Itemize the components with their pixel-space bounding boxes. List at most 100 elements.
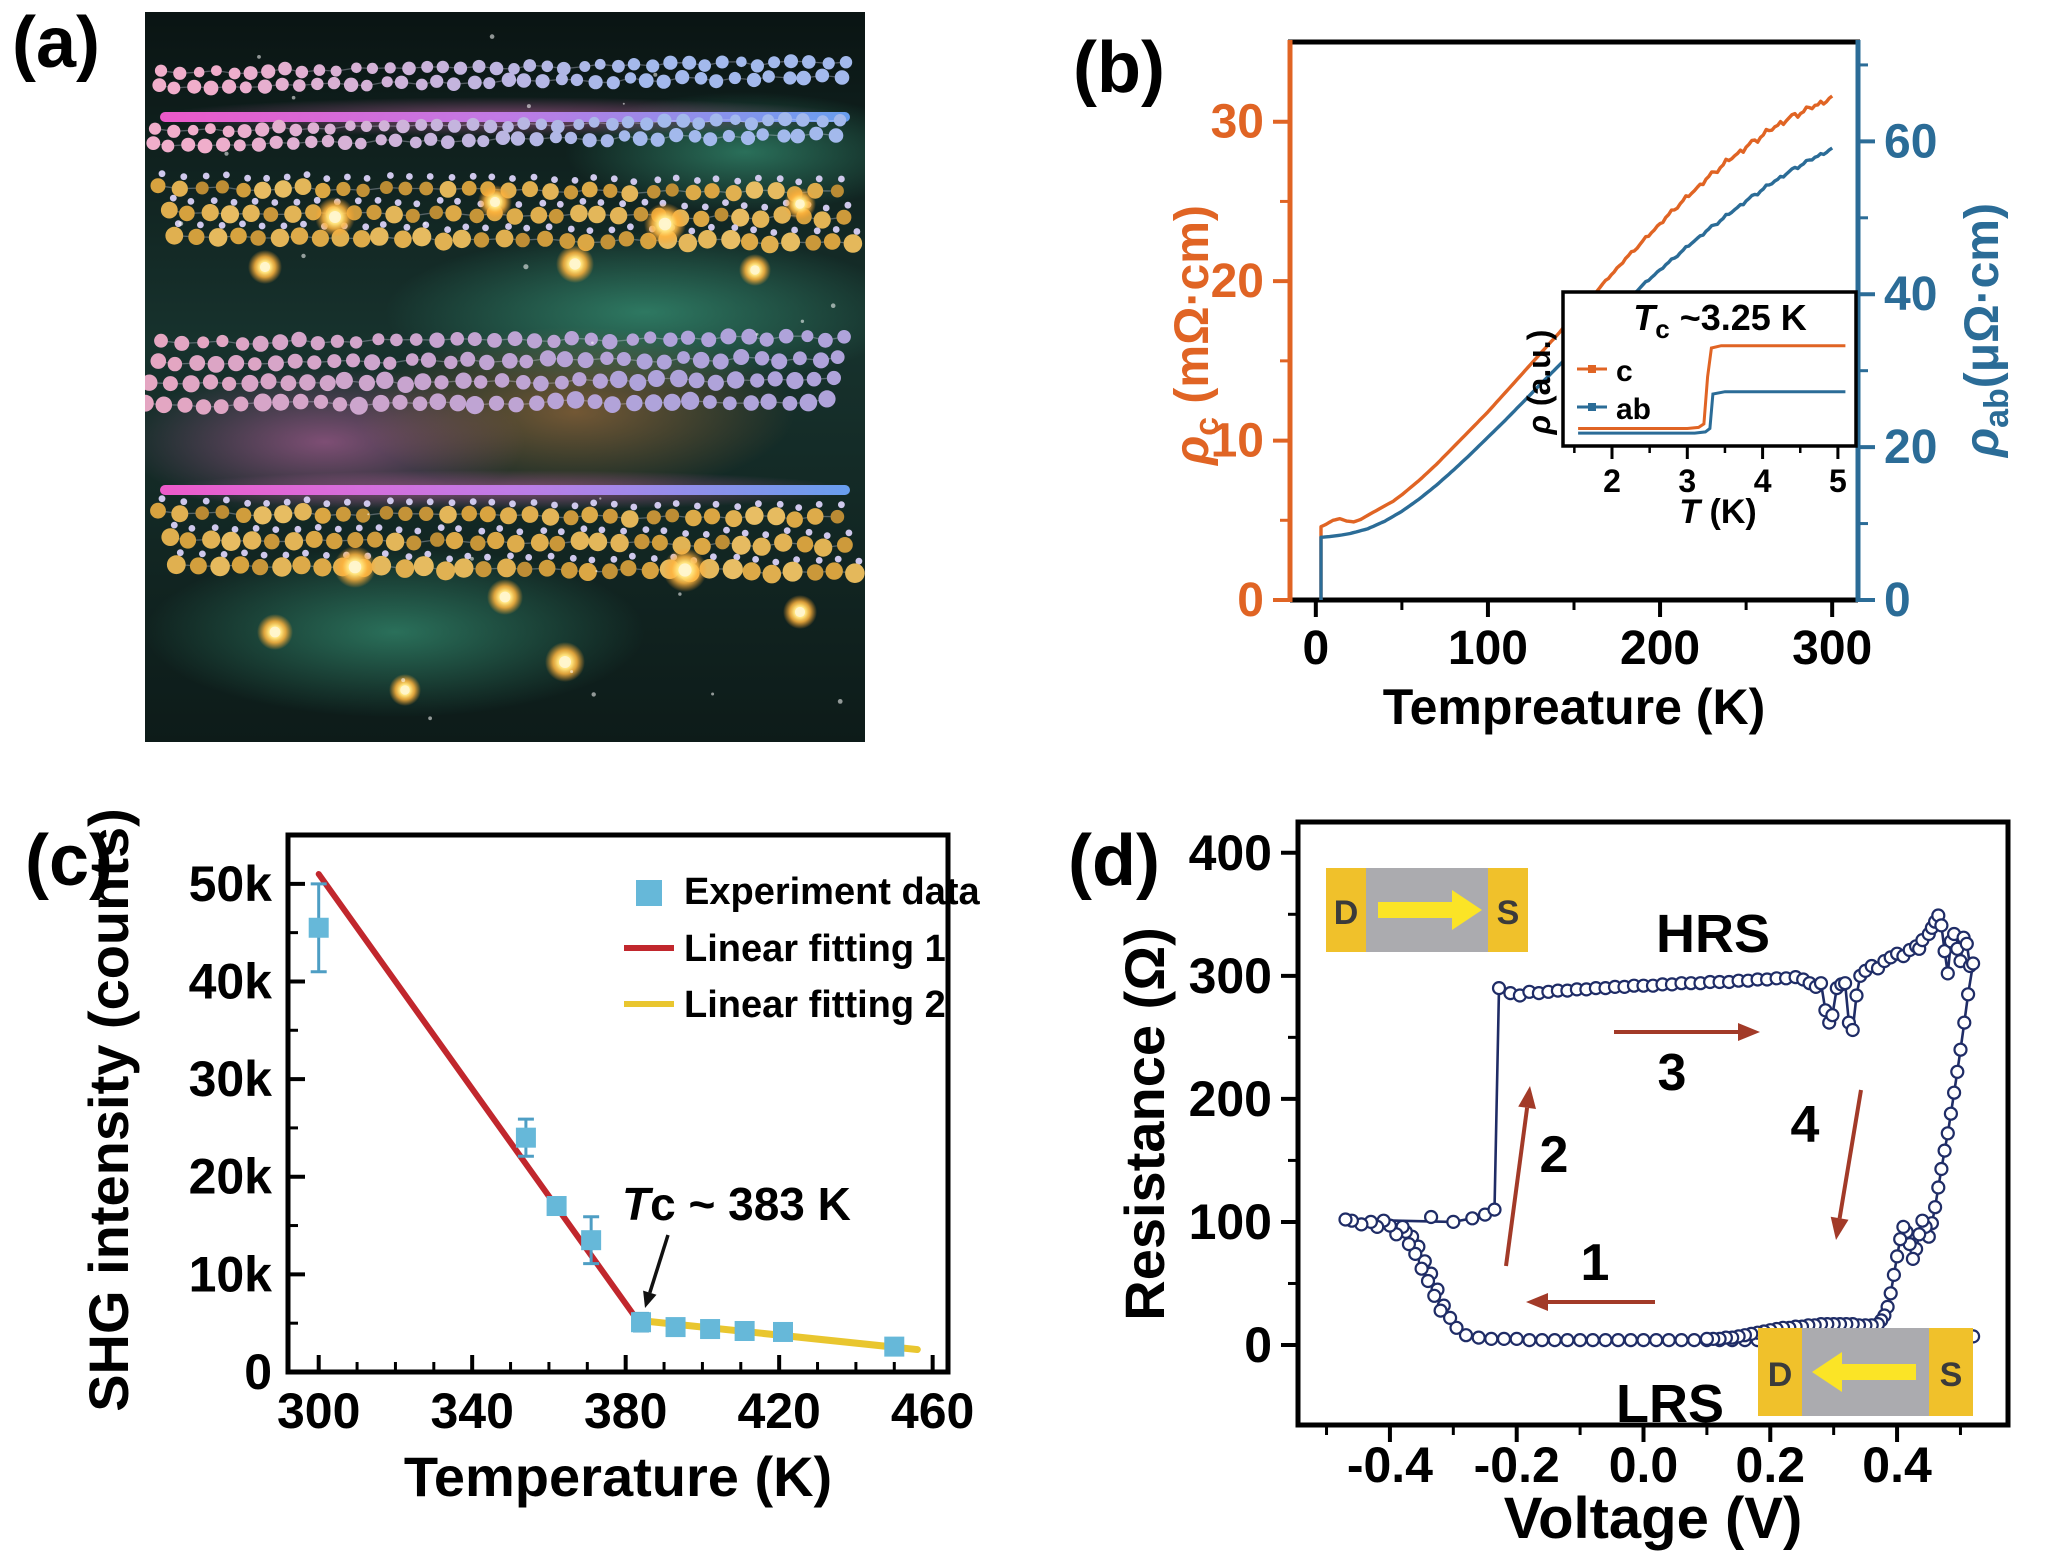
c-legend-fit2: Linear fitting 2 <box>684 984 946 1026</box>
data-point-square <box>546 1196 567 1217</box>
resistivity-temperature-chart: (b) 0 100 200 300 0 10 20 30 0 20 40 60 Tempreatu… <box>1073 28 2016 735</box>
b-right-axis-title: ρab(μΩ·cm) <box>1956 203 2016 459</box>
linear-fit-1 <box>315 871 645 1329</box>
tick-label: 2 <box>1603 463 1621 499</box>
tick-label: 0 <box>1237 574 1264 627</box>
b-inset-title: Tc ~3.25 K <box>1633 297 1807 344</box>
b-right-axis-ticks: 0 20 40 60 <box>1858 63 1937 627</box>
c-legend-fit1: Linear fitting 1 <box>684 928 946 970</box>
current-arrow-left-icon <box>1812 1352 1916 1392</box>
b-inset-legend-c: c <box>1616 355 1633 388</box>
tick-label: 380 <box>584 1383 667 1439</box>
d-step-2: 2 <box>1540 1126 1569 1184</box>
light-beam <box>160 485 850 495</box>
tick-label: 40 <box>1884 268 1937 321</box>
arrowhead-icon <box>643 1290 657 1308</box>
d-drain-label: D <box>1334 894 1359 932</box>
data-point-square <box>884 1336 905 1357</box>
c-y-axis-title: SHG intensity (counts) <box>77 808 140 1412</box>
data-point-square <box>734 1320 755 1341</box>
panel-b-label: (b) <box>1073 28 1165 108</box>
tick-label: -0.2 <box>1474 1437 1560 1493</box>
tick-label: 60 <box>1884 115 1937 168</box>
b-x-axis-title: Tempreature (K) <box>1383 679 1765 735</box>
d-step-3: 3 <box>1658 1044 1687 1102</box>
shg-intensity-chart: (c) 300 340 380 420 460 0 10k 20k 30k 40k 50k Expe… <box>25 808 981 1508</box>
data-point-square <box>700 1319 721 1340</box>
b-inset-legend-ab: ab <box>1616 393 1651 426</box>
crystal-structure-illustration <box>145 12 865 742</box>
tick-label: 300 <box>1792 622 1872 675</box>
b-inset-legend: c ab <box>1577 355 1651 426</box>
tick-label: 100 <box>1448 622 1528 675</box>
b-left-axis-ticks: 0 10 20 30 <box>1211 96 1290 627</box>
c-axis-ticks: 300 340 380 420 460 0 10k 20k 30k 40k 50k <box>189 856 975 1439</box>
inset-series-ab <box>1578 390 1846 435</box>
d-source-label: S <box>1497 894 1520 932</box>
tick-label: 30 <box>1211 96 1264 149</box>
b-inset-x-title: T (K) <box>1679 493 1756 531</box>
b-inset-curves <box>1578 344 1846 435</box>
c-x-axis-title: Temperature (K) <box>404 1445 832 1508</box>
c-plot-frame <box>285 832 951 1375</box>
data-point-square <box>515 1127 536 1148</box>
d-sweep-arrows <box>1504 1023 1863 1311</box>
b-left-axis-title: ρc (mΩ·cm) <box>1166 205 1226 467</box>
c-tc-annotation: Tc ~ 383 K <box>622 1178 851 1230</box>
d-step-4: 4 <box>1791 1096 1820 1154</box>
c-legend: Experiment data Linear fitting 1 Linear … <box>624 871 981 1026</box>
tick-label: 400 <box>1189 825 1272 881</box>
d-device-schematic-forward: D S <box>1326 868 1528 952</box>
data-point-square <box>581 1230 602 1251</box>
arrowhead-icon <box>1830 1216 1849 1240</box>
d-hysteresis-loop <box>1338 908 1981 1348</box>
b-x-axis-ticks: 0 100 200 300 <box>1302 600 1872 675</box>
d-source-label: S <box>1940 1356 1963 1394</box>
tick-label: 10 <box>1211 415 1264 468</box>
data-point-square <box>631 1312 652 1333</box>
tick-label: 0.2 <box>1736 1437 1806 1493</box>
tick-label: 40k <box>189 953 273 1009</box>
tick-label: 10k <box>189 1246 273 1302</box>
panel-d-label: (d) <box>1068 821 1160 901</box>
d-axis-ticks: -0.4 -0.2 0.0 0.2 0.4 0 100 200 300 400 <box>1189 825 1962 1493</box>
tick-label: 3 <box>1678 463 1696 499</box>
b-inset-ticks: 2 3 4 5 <box>1573 446 1847 499</box>
tick-label: 100 <box>1189 1194 1272 1250</box>
c-legend-experiment: Experiment data <box>684 871 981 913</box>
tick-label: 340 <box>430 1383 513 1439</box>
resistance-voltage-chart: (d) -0.4 -0.2 0.0 0.2 0.4 0 100 200 300 400 HRS L… <box>1068 819 2011 1551</box>
tick-label: 30k <box>189 1051 273 1107</box>
b-inset-y-title: ρ (a.u.) <box>1521 330 1557 436</box>
tick-label: 200 <box>1189 1071 1272 1127</box>
d-step-1: 1 <box>1581 1234 1610 1292</box>
d-plot-frame <box>1295 819 2011 1428</box>
crystal-art-layers <box>145 12 865 742</box>
tick-label: 20k <box>189 1149 273 1205</box>
c-annotation-arrow <box>643 1234 670 1308</box>
d-drain-label: D <box>1768 1356 1793 1394</box>
arrowhead-icon <box>1738 1023 1760 1041</box>
tick-label: 0 <box>244 1344 272 1400</box>
inset-series-c <box>1578 344 1846 430</box>
tick-label: 420 <box>737 1383 820 1439</box>
d-device-schematic-reverse: D S <box>1758 1328 1973 1416</box>
tick-label: 300 <box>1189 948 1272 1004</box>
d-x-axis-title: Voltage (V) <box>1504 1486 1803 1551</box>
d-lrs-label: LRS <box>1616 1374 1724 1434</box>
tick-label: -0.4 <box>1347 1437 1433 1493</box>
tick-label: 5 <box>1829 463 1847 499</box>
c-series <box>308 871 921 1357</box>
data-point-square <box>773 1321 793 1342</box>
tick-label: 0 <box>1884 574 1911 627</box>
arrowhead-icon <box>1526 1293 1548 1311</box>
tick-label: 0.4 <box>1862 1437 1932 1493</box>
tick-label: 0.0 <box>1609 1437 1679 1493</box>
tick-label: 0 <box>1244 1317 1272 1373</box>
tick-label: 20 <box>1211 255 1264 308</box>
tick-label: 460 <box>891 1383 974 1439</box>
panel-c-label: (c) <box>25 821 113 901</box>
tick-label: 300 <box>277 1383 360 1439</box>
tick-label: 200 <box>1620 622 1700 675</box>
